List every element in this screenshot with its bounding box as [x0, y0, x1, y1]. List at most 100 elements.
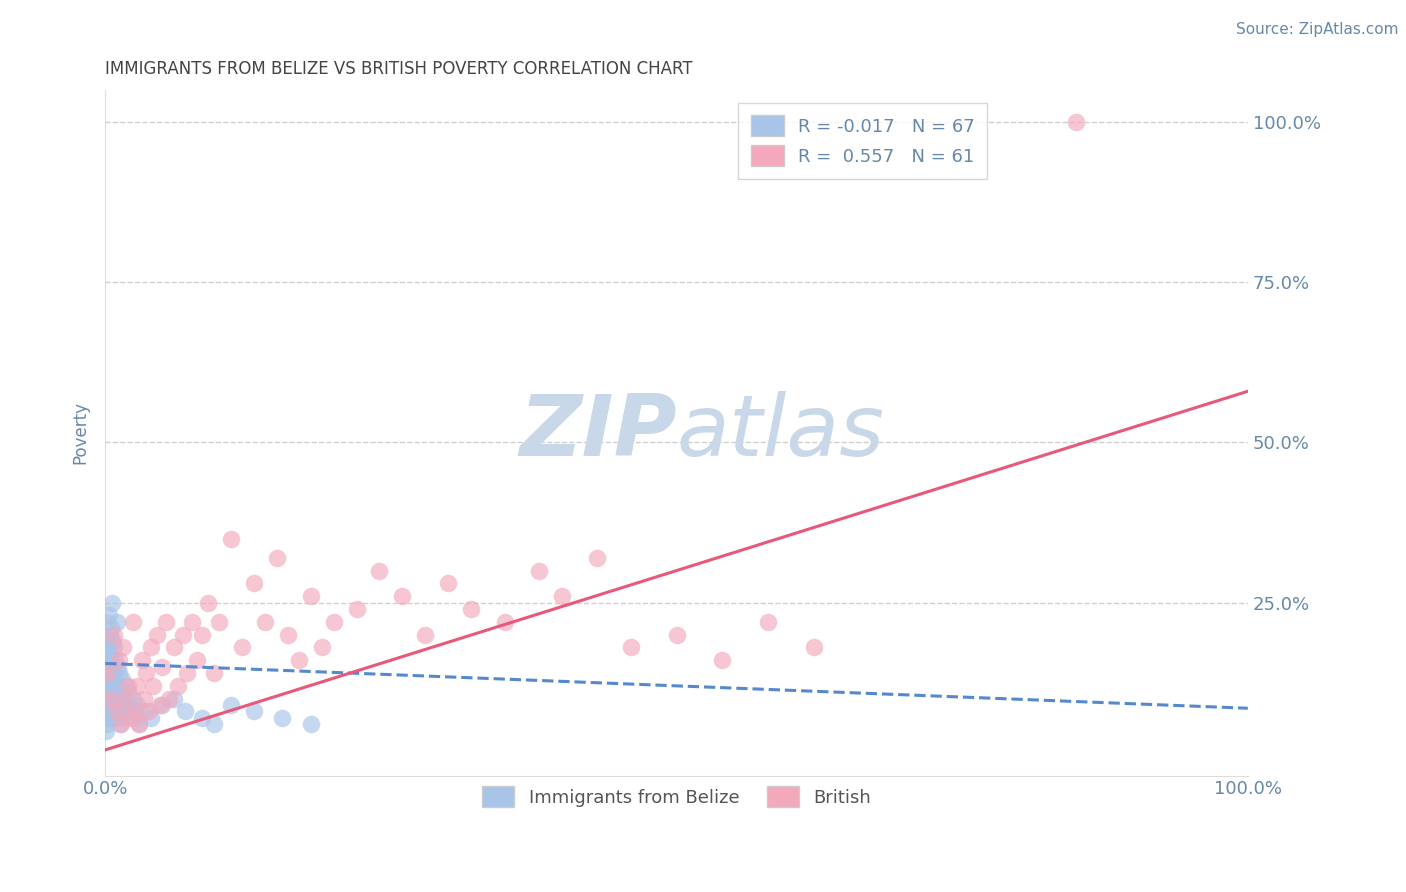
Point: [167, 679, 190, 693]
Point: [101, 596, 124, 610]
Point: [219, 698, 242, 712]
Point: [174, 705, 197, 719]
Point: [242, 576, 264, 591]
Point: [191, 711, 214, 725]
Point: [311, 640, 333, 655]
Point: [197, 596, 219, 610]
Text: Source: ZipAtlas.com: Source: ZipAtlas.com: [1236, 22, 1399, 37]
Point: [103, 673, 125, 687]
Point: [803, 640, 825, 655]
Point: [208, 615, 231, 629]
Point: [114, 679, 136, 693]
Point: [120, 711, 142, 725]
Point: [139, 711, 162, 725]
Point: [96, 666, 118, 681]
Point: [103, 634, 125, 648]
Point: [103, 640, 125, 655]
Point: [112, 640, 135, 655]
Point: [96, 640, 118, 655]
Point: [172, 627, 194, 641]
Point: [413, 627, 436, 641]
Point: [128, 717, 150, 731]
Point: [157, 691, 180, 706]
Point: [96, 705, 118, 719]
Point: [299, 717, 322, 731]
Point: [97, 634, 120, 648]
Point: [242, 705, 264, 719]
Point: [108, 685, 131, 699]
Point: [437, 576, 460, 591]
Point: [299, 589, 322, 603]
Point: [105, 711, 128, 725]
Point: [108, 666, 131, 681]
Point: [107, 659, 129, 673]
Point: [110, 717, 132, 731]
Point: [128, 717, 150, 731]
Point: [150, 659, 173, 673]
Point: [117, 685, 139, 699]
Point: [97, 659, 120, 673]
Point: [163, 691, 186, 706]
Point: [585, 550, 607, 565]
Legend: Immigrants from Belize, British: Immigrants from Belize, British: [475, 779, 879, 814]
Point: [96, 666, 118, 681]
Point: [529, 564, 551, 578]
Point: [96, 717, 118, 731]
Point: [181, 615, 204, 629]
Point: [231, 640, 253, 655]
Point: [114, 691, 136, 706]
Point: [104, 691, 127, 706]
Point: [108, 717, 131, 731]
Point: [97, 608, 120, 623]
Point: [105, 705, 128, 719]
Point: [111, 673, 134, 687]
Point: [460, 602, 482, 616]
Point: [391, 589, 413, 603]
Point: [202, 717, 225, 731]
Point: [100, 691, 122, 706]
Point: [186, 653, 208, 667]
Point: [103, 666, 125, 681]
Y-axis label: Poverty: Poverty: [72, 401, 89, 465]
Text: atlas: atlas: [676, 392, 884, 475]
Point: [494, 615, 516, 629]
Point: [756, 615, 779, 629]
Point: [138, 705, 160, 719]
Point: [100, 621, 122, 635]
Point: [368, 564, 391, 578]
Point: [115, 698, 138, 712]
Point: [100, 673, 122, 687]
Point: [96, 679, 118, 693]
Point: [150, 698, 173, 712]
Point: [96, 615, 118, 629]
Point: [108, 705, 131, 719]
Point: [346, 602, 368, 616]
Point: [132, 691, 155, 706]
Point: [127, 698, 149, 712]
Text: ZIP: ZIP: [519, 392, 676, 475]
Point: [711, 653, 734, 667]
Point: [322, 615, 344, 629]
Point: [98, 627, 121, 641]
Point: [104, 653, 127, 667]
Point: [176, 666, 198, 681]
Point: [114, 705, 136, 719]
Point: [111, 711, 134, 725]
Text: IMMIGRANTS FROM BELIZE VS BRITISH POVERTY CORRELATION CHART: IMMIGRANTS FROM BELIZE VS BRITISH POVERT…: [105, 60, 693, 78]
Point: [120, 705, 142, 719]
Point: [134, 705, 156, 719]
Point: [271, 711, 294, 725]
Point: [96, 653, 118, 667]
Point: [101, 659, 124, 673]
Point: [96, 723, 118, 738]
Point: [142, 679, 165, 693]
Point: [127, 679, 149, 693]
Point: [121, 691, 143, 706]
Point: [202, 666, 225, 681]
Point: [149, 698, 172, 712]
Point: [97, 685, 120, 699]
Point: [98, 679, 121, 693]
Point: [288, 653, 311, 667]
Point: [124, 705, 146, 719]
Point: [163, 640, 186, 655]
